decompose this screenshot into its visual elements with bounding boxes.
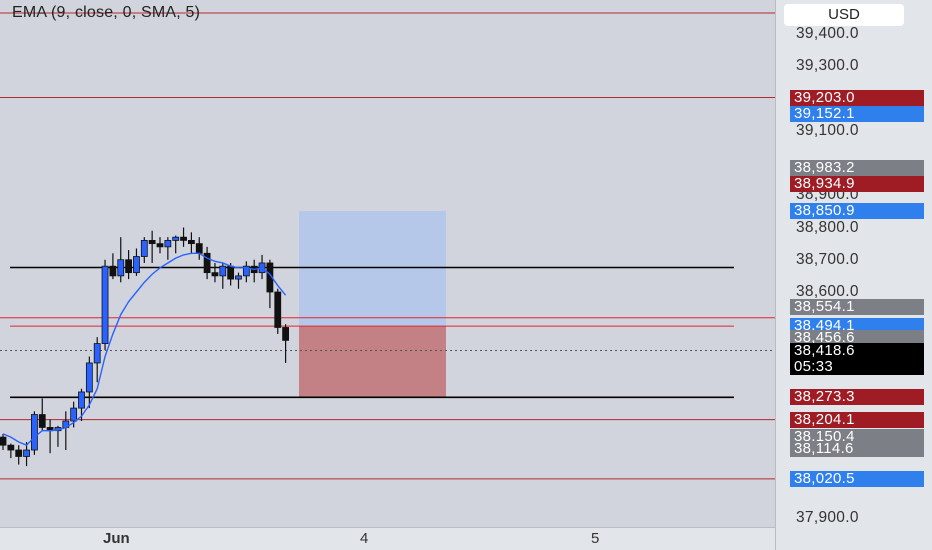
price-tag-5: 38,554.1 [790, 298, 924, 315]
last-price-tag: 38,418.6 05:33 [790, 341, 924, 375]
chart-area[interactable]: EMA (9, close, 0, SMA, 5) [0, 0, 775, 527]
price-tag-12: 38,020.5 [790, 470, 924, 487]
price-tag-11: 38,114.6 [790, 440, 924, 457]
price-tag-3: 38,934.9 [790, 175, 924, 192]
candle-body-1 [7, 444, 15, 451]
price-tag-0: 39,203.0 [790, 89, 924, 106]
price-tag-1: 39,152.1 [790, 105, 924, 122]
candle-body-11 [85, 362, 93, 393]
price-tick-2: 39,100.0 [796, 121, 859, 139]
candle-body-15 [117, 259, 125, 277]
time-label-2: 5 [591, 530, 600, 547]
time-axis[interactable]: Jun 4 5 [0, 527, 775, 550]
candle-body-13 [101, 265, 109, 345]
candle-body-12 [93, 343, 101, 364]
price-tag-9: 38,204.1 [790, 411, 924, 428]
candle-body-10 [78, 391, 85, 409]
candle-body-17 [133, 256, 140, 274]
position-target-zone [299, 211, 446, 327]
candle-body-19 [148, 239, 156, 245]
price-tick-4: 38,800.0 [796, 218, 859, 236]
candle-body-27 [211, 272, 219, 277]
price-tag-8: 38,273.3 [790, 389, 924, 406]
price-chart[interactable] [0, 0, 775, 527]
candle-body-31 [242, 265, 250, 277]
price-tick-6: 38,600.0 [796, 283, 859, 300]
candle-body-9 [70, 407, 78, 422]
candle-body-23 [180, 236, 187, 241]
candle-body-36 [282, 327, 290, 341]
candle-body-2 [15, 449, 23, 457]
candle-body-30 [235, 275, 242, 280]
price-tick-5: 38,700.0 [796, 250, 859, 268]
candle-body-28 [219, 265, 227, 277]
candle-body-24 [187, 239, 195, 245]
price-tag-7: 38,456.6 [790, 330, 924, 347]
time-label-1: 4 [360, 530, 369, 547]
price-tag-6: 38,494.1 [790, 318, 924, 335]
currency-label[interactable]: USD [784, 4, 904, 26]
candle-body-3 [23, 449, 30, 457]
candle-body-0 [0, 436, 7, 446]
candle-body-14 [109, 265, 117, 277]
price-tick-1: 39,300.0 [796, 57, 859, 75]
price-tick-0: 39,400.0 [796, 25, 859, 42]
price-axis[interactable]: USD 39,400.0 39,300.0 39,100.0 38,900.0 38,8… [775, 0, 932, 550]
candle-body-25 [195, 243, 203, 254]
position-stop-zone [299, 326, 446, 398]
price-tick-7: 37,900.0 [796, 508, 859, 526]
price-tag-2: 38,983.2 [790, 160, 924, 177]
candle-body-5 [38, 414, 46, 428]
candle-body-21 [164, 239, 172, 248]
ema-line [2, 252, 287, 447]
last-price-value: 38,418.6 [794, 341, 855, 359]
candle-body-35 [274, 291, 282, 328]
bar-countdown: 05:33 [794, 357, 834, 375]
time-label-0: Jun [103, 530, 130, 547]
candle-body-20 [156, 243, 164, 248]
candle-body-29 [227, 265, 235, 280]
indicator-legend[interactable]: EMA (9, close, 0, SMA, 5) [12, 4, 201, 21]
candle-body-18 [140, 239, 148, 257]
candle-body-4 [30, 414, 38, 451]
candle-body-22 [172, 236, 180, 241]
candle-body-26 [203, 252, 211, 274]
candle-body-16 [125, 259, 132, 274]
price-tag-4: 38,850.9 [790, 203, 924, 220]
